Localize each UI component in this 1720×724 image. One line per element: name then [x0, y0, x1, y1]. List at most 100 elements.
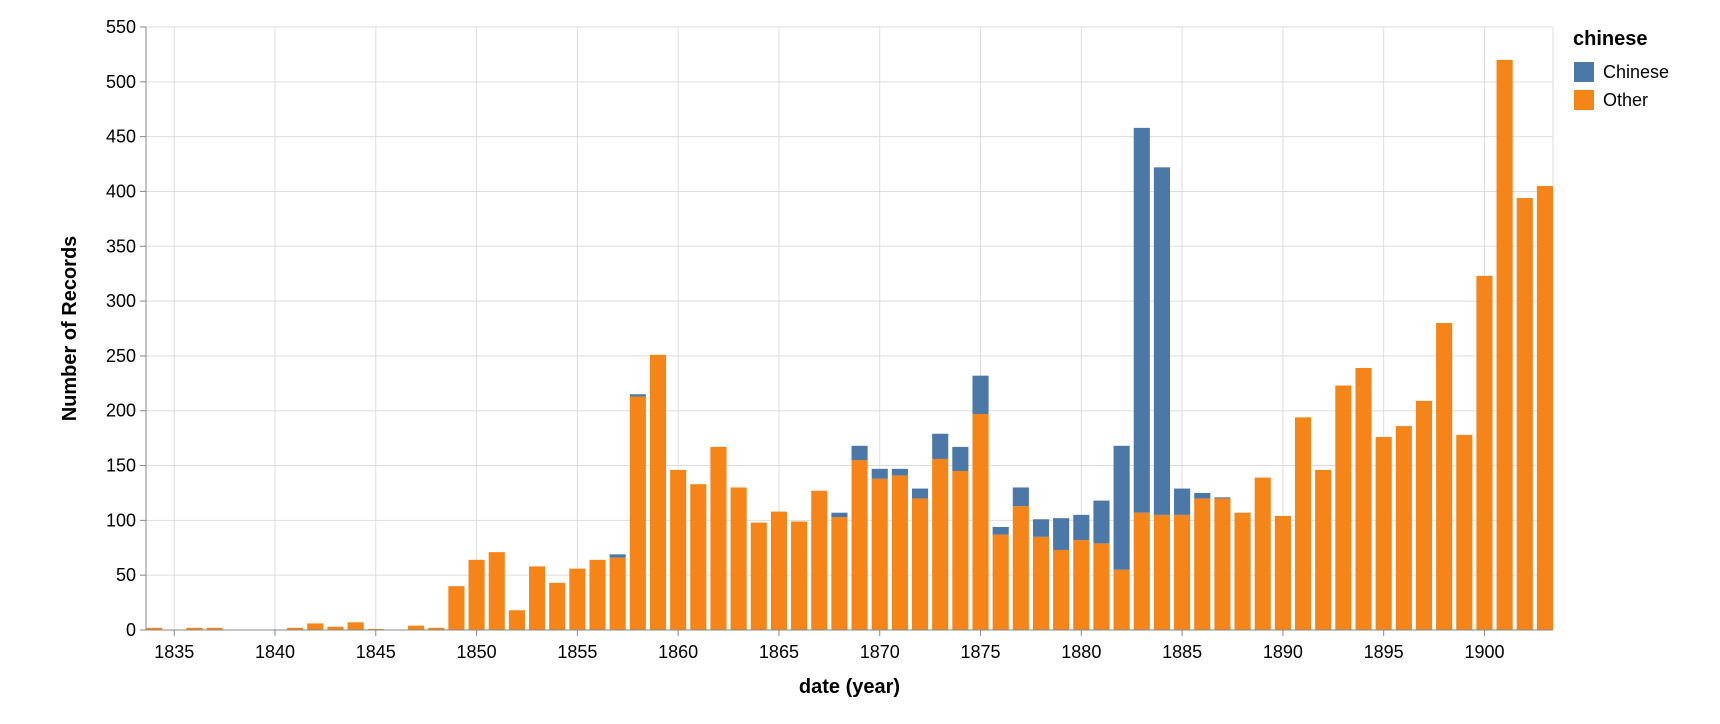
bar-chinese-1880: [1073, 514, 1090, 541]
bar-chinese-1885: [1174, 488, 1191, 515]
bar-chinese-1883: [1133, 127, 1150, 513]
bar-other-1836: [186, 627, 203, 630]
bar-chinese-1887: [1214, 497, 1231, 499]
y-tick-label: 450: [106, 127, 136, 147]
bar-other-1866: [791, 521, 808, 630]
bar-chinese-1881: [1093, 500, 1110, 544]
y-tick-label: 250: [106, 346, 136, 366]
bar-other-1895: [1375, 437, 1392, 630]
bar-other-1881: [1093, 543, 1110, 630]
x-tick-label: 1860: [658, 642, 698, 662]
y-tick-label: 350: [106, 236, 136, 256]
bar-other-1865: [770, 511, 788, 630]
bar-other-1871: [891, 475, 908, 630]
bar-other-1837: [206, 627, 223, 630]
bar-other-1834: [146, 627, 163, 630]
bar-other-1845: [367, 628, 384, 630]
bar-other-1849: [448, 586, 465, 630]
y-tick-label: 200: [106, 401, 136, 421]
bar-other-1847: [408, 625, 425, 630]
bar-other-1898: [1436, 323, 1453, 630]
y-tick-label: 150: [106, 456, 136, 476]
bar-chinese-1879: [1053, 518, 1070, 550]
bar-chinese-1886: [1194, 492, 1211, 499]
bar-other-1875: [972, 414, 989, 630]
bar-chinese-1875: [972, 375, 989, 415]
bar-other-1870: [871, 478, 888, 630]
bar-other-1863: [730, 487, 747, 630]
y-tick-label: 100: [106, 510, 136, 530]
y-tick-label: 0: [126, 620, 136, 640]
x-tick-label: 1900: [1464, 642, 1504, 662]
bar-chinese-1869: [851, 445, 868, 461]
bar-other-1873: [932, 458, 949, 630]
y-tick-label: 500: [106, 72, 136, 92]
x-tick-label: 1885: [1162, 642, 1202, 662]
legend-swatch-chinese: [1574, 62, 1594, 82]
bar-other-1877: [1012, 506, 1029, 630]
bar-other-1860: [670, 469, 687, 630]
x-tick-label: 1840: [255, 642, 295, 662]
bar-chinese-1858: [629, 394, 646, 397]
bar-other-1842: [307, 623, 324, 630]
bar-chinese-1857: [609, 554, 626, 558]
x-tick-label: 1880: [1061, 642, 1101, 662]
y-tick-label: 50: [116, 565, 136, 585]
legend-swatch-other: [1574, 90, 1594, 110]
y-tick-label: 300: [106, 291, 136, 311]
bar-other-1848: [428, 627, 445, 630]
bar-other-1887: [1214, 498, 1231, 630]
x-tick-label: 1850: [457, 642, 497, 662]
x-axis-title: date (year): [799, 676, 900, 698]
bar-other-1857: [609, 557, 626, 630]
x-tick-label: 1895: [1364, 642, 1404, 662]
y-tick-label: 400: [106, 181, 136, 201]
bar-chinese-1870: [871, 468, 888, 479]
legend: chinese Chinese Other: [1573, 28, 1669, 110]
bar-other-1872: [911, 498, 929, 630]
bar-other-1876: [992, 534, 1009, 630]
bar-chinese-1874: [952, 446, 969, 472]
bars: [146, 59, 1553, 631]
bar-other-1883: [1133, 512, 1150, 630]
bar-other-1859: [649, 354, 667, 630]
bar-other-1899: [1456, 434, 1473, 630]
bar-chinese-1873: [932, 433, 949, 459]
x-tick-label: 1870: [860, 642, 900, 662]
bar-other-1879: [1053, 549, 1070, 630]
legend-title: chinese: [1573, 28, 1647, 50]
bar-chinese-1876: [992, 526, 1009, 535]
bar-other-1900: [1476, 275, 1493, 630]
bar-chinese-1872: [911, 488, 929, 499]
bar-other-1892: [1315, 469, 1332, 630]
bar-other-1855: [569, 568, 586, 630]
bar-other-1853: [528, 566, 546, 630]
bar-chinese-1871: [891, 468, 908, 476]
bar-other-1869: [851, 460, 868, 630]
bar-chinese-1878: [1032, 519, 1050, 537]
bar-other-1854: [549, 582, 566, 630]
bar-other-1850: [468, 559, 485, 630]
bar-other-1896: [1395, 426, 1412, 630]
bar-chinese-1882: [1113, 445, 1130, 570]
bar-other-1861: [690, 484, 707, 630]
bar-other-1894: [1355, 367, 1372, 630]
bar-other-1843: [327, 626, 344, 630]
bar-other-1856: [589, 559, 606, 630]
x-tick-label: 1835: [154, 642, 194, 662]
bar-other-1844: [347, 622, 364, 630]
bar-other-1893: [1335, 385, 1352, 630]
axes: 0 50 100 150 200 250 300 350 400 450 500 550 1835 184…: [106, 17, 1553, 662]
bar-other-1874: [952, 471, 969, 630]
bar-chinese-1877: [1012, 487, 1029, 507]
bar-other-1864: [750, 522, 767, 630]
bar-other-1889: [1254, 477, 1271, 630]
bar-other-1852: [508, 610, 525, 630]
bar-other-1858: [629, 396, 646, 630]
legend-label-chinese: Chinese: [1603, 62, 1669, 82]
bar-chinese-1868: [831, 512, 848, 518]
bar-other-1862: [710, 446, 727, 630]
bar-other-1886: [1194, 498, 1211, 630]
bar-other-1878: [1032, 536, 1050, 630]
